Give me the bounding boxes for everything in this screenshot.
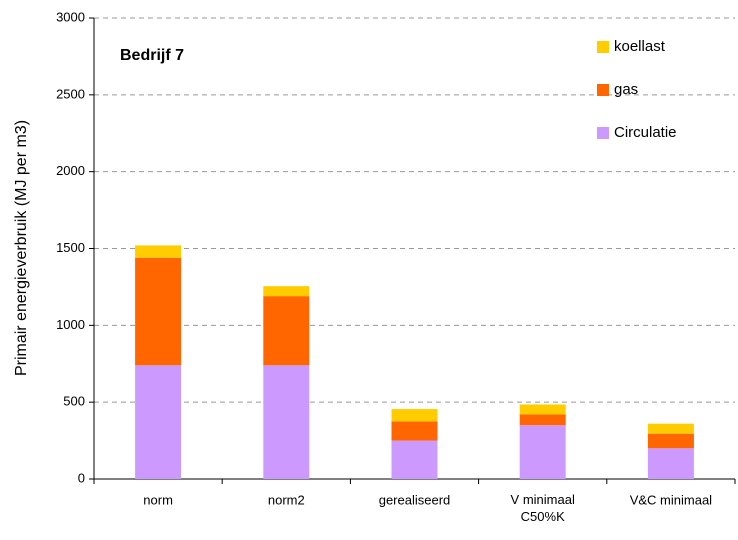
bar-segment [135, 365, 182, 479]
y-tick-label: 1500 [56, 240, 85, 255]
bar-segment [263, 286, 310, 297]
legend-label: koellast [614, 38, 666, 55]
bar-segment [647, 448, 694, 479]
y-tick-label: 500 [63, 394, 85, 409]
bar-segment [391, 440, 438, 479]
y-tick-label: 2000 [56, 163, 85, 178]
y-tick-label: 3000 [56, 9, 85, 24]
legend-label: Circulatie [614, 124, 677, 141]
bar-segment [263, 296, 310, 366]
y-tick-label: 2500 [56, 86, 85, 101]
bar-segment [263, 365, 310, 479]
legend-label: gas [614, 81, 638, 98]
bar-segment [647, 423, 694, 434]
bar-segment [135, 245, 182, 258]
bar-segment [519, 425, 566, 479]
y-tick-label: 1000 [56, 317, 85, 332]
legend-swatch [597, 41, 609, 53]
x-tick-label: V&C minimaal [630, 492, 712, 507]
x-tick-label: V minimaal C50%K [511, 492, 575, 524]
bar-segment [519, 404, 566, 415]
legend-swatch [597, 84, 609, 96]
y-axis-label: Primair energieverbruik (MJ per m3) [13, 120, 30, 376]
bar-segment [391, 421, 438, 441]
bar-segment [135, 257, 182, 366]
x-tick-label: gerealiseerd [379, 492, 451, 507]
legend-swatch [597, 127, 609, 139]
chart-title: Bedrijf 7 [120, 47, 184, 64]
bar-segment [519, 414, 566, 426]
x-tick-label: norm2 [268, 492, 305, 507]
bar-segment [391, 409, 438, 422]
y-tick-label: 0 [78, 470, 85, 485]
x-tick-label: norm [143, 492, 173, 507]
bar-segment [647, 433, 694, 449]
